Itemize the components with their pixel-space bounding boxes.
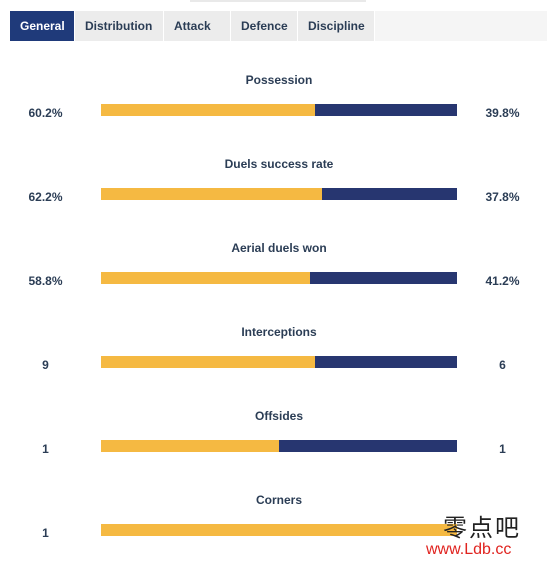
- stat-title: Possession: [245, 73, 313, 87]
- home-bar-fill: [101, 104, 316, 116]
- stat-offsides: Offsides 1 1: [0, 409, 547, 469]
- tab-defence[interactable]: Defence: [231, 11, 298, 41]
- home-value: 1: [42, 442, 49, 456]
- home-bar-fill: [101, 272, 311, 284]
- watermark-chinese-text: 零点吧: [443, 514, 521, 542]
- stat-corners: Corners 1: [0, 493, 547, 553]
- away-value: 37.8%: [485, 190, 520, 204]
- home-bar-fill: [101, 440, 279, 452]
- away-value: 39.8%: [485, 106, 520, 120]
- tab-general[interactable]: General: [10, 11, 75, 41]
- comparison-bar: [101, 356, 457, 368]
- home-value: 58.8%: [28, 274, 63, 288]
- home-value: 60.2%: [28, 106, 63, 120]
- away-value: 41.2%: [485, 274, 520, 288]
- comparison-bar: [101, 272, 457, 284]
- tab-discipline[interactable]: Discipline: [298, 11, 375, 41]
- comparison-bar: [101, 104, 457, 116]
- home-bar-fill: [101, 524, 457, 536]
- tab-distribution[interactable]: Distribution: [75, 11, 164, 41]
- away-value: 6: [499, 358, 506, 372]
- stat-title: Interceptions: [241, 325, 317, 339]
- stat-title: Duels success rate: [224, 157, 334, 171]
- watermark-url: www.Ldb.cc: [426, 541, 512, 558]
- home-value: 1: [42, 526, 49, 540]
- home-bar-fill: [101, 356, 315, 368]
- tab-attack[interactable]: Attack: [164, 11, 231, 41]
- stat-aerial-duels-won: Aerial duels won 58.8% 41.2%: [0, 241, 547, 301]
- home-value: 62.2%: [28, 190, 63, 204]
- comparison-bar: [101, 440, 457, 452]
- stat-title: Offsides: [254, 409, 303, 423]
- comparison-bar: [101, 188, 457, 200]
- home-value: 9: [42, 358, 49, 372]
- stat-title: Aerial duels won: [231, 241, 327, 255]
- stat-possession: Possession 60.2% 39.8%: [0, 73, 547, 133]
- stat-interceptions: Interceptions 9 6: [0, 325, 547, 385]
- away-value: 1: [499, 442, 506, 456]
- stat-duels-success-rate: Duels success rate 62.2% 37.8%: [0, 157, 547, 217]
- stats-tab-bar: General Distribution Attack Defence Disc…: [10, 11, 547, 41]
- comparison-bar: [101, 524, 457, 536]
- stat-title: Corners: [255, 493, 302, 507]
- home-bar-fill: [101, 188, 323, 200]
- top-divider: [190, 0, 366, 2]
